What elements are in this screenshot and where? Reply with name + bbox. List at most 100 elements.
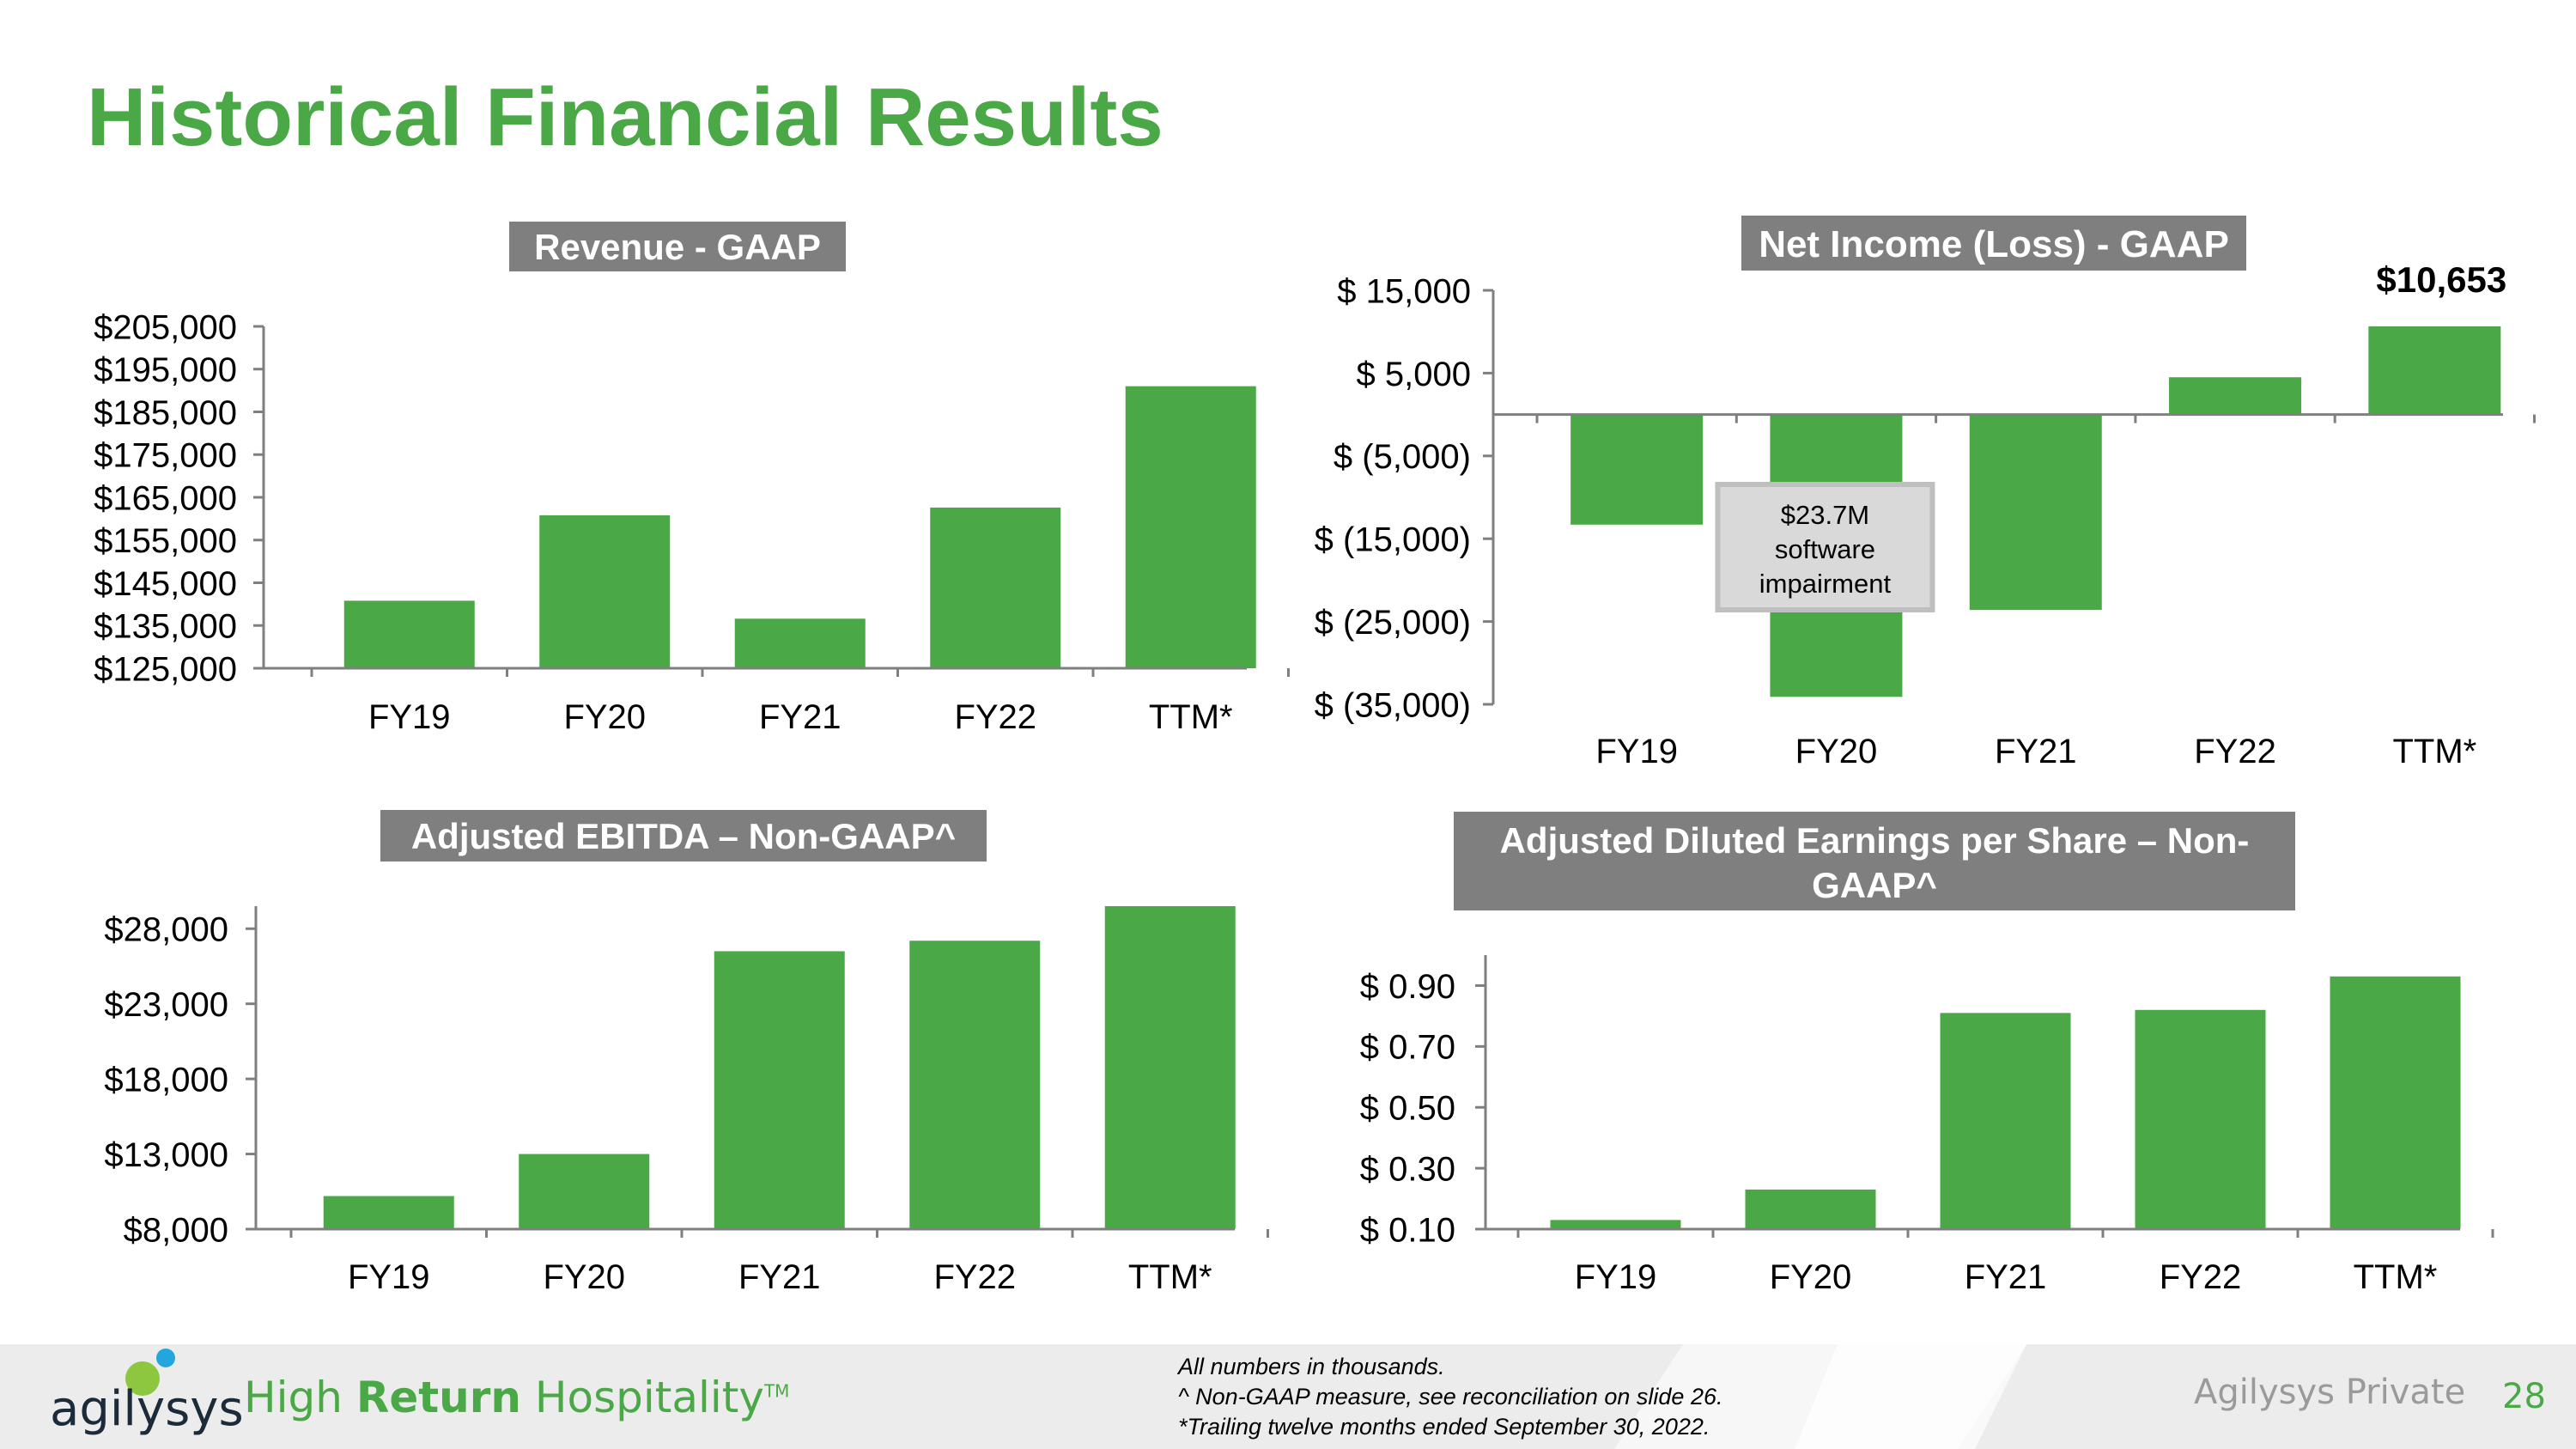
x-tick-label: FY21 xyxy=(759,698,841,736)
x-tick-label: FY21 xyxy=(1995,733,2077,770)
y-tick-label: $8,000 xyxy=(124,1211,228,1249)
bar-fy19 xyxy=(1550,1220,1681,1229)
bar-fy21 xyxy=(1940,1013,2071,1229)
bar-fy22 xyxy=(2169,377,2302,415)
y-tick-label: $125,000 xyxy=(94,650,237,688)
x-tick-label: FY20 xyxy=(563,698,646,736)
bar-ttm xyxy=(2330,976,2461,1229)
page-title: Historical Financial Results xyxy=(87,71,1163,163)
chart-2: Net Income (Loss) - GAAP $ 15,000 $ 5,000 $… xyxy=(1315,216,2536,770)
bar-fy22 xyxy=(930,507,1061,668)
x-tick-label: TTM* xyxy=(2392,733,2476,770)
annotation-text: $23.7M xyxy=(1781,500,1869,530)
y-tick-label: $205,000 xyxy=(94,308,237,346)
chart-1: Revenue - GAAP $205,000 $195,000 $185,000 $1… xyxy=(94,222,1290,736)
y-tick-label: $165,000 xyxy=(94,479,237,517)
bar-ttm xyxy=(2368,326,2501,415)
bar-fy19 xyxy=(343,600,475,668)
confidentiality-label: Agilysys Private xyxy=(2194,1373,2466,1412)
x-tick-label: FY20 xyxy=(543,1258,625,1296)
x-tick-label: FY19 xyxy=(368,698,451,736)
annotation-text: software xyxy=(1775,534,1875,564)
tagline-bold: Return xyxy=(355,1373,521,1422)
logo-blue-dot-icon xyxy=(156,1349,175,1367)
y-tick-label: $175,000 xyxy=(94,437,237,475)
y-tick-label: $195,000 xyxy=(94,351,237,389)
bar-ttm xyxy=(1125,386,1256,668)
tagline: High Return HospitalityTM xyxy=(244,1373,789,1422)
y-tick-label: $ (5,000) xyxy=(1334,438,1471,476)
chart-title: Net Income (Loss) - GAAP xyxy=(1759,223,2229,265)
x-tick-label: FY19 xyxy=(348,1258,430,1296)
page-number: 28 xyxy=(2502,1377,2546,1416)
y-tick-label: $ (25,000) xyxy=(1315,604,1471,642)
y-tick-label: $18,000 xyxy=(104,1062,228,1099)
chart-title-box xyxy=(509,222,846,271)
y-tick-label: $ (15,000) xyxy=(1315,521,1471,559)
y-tick-label: $185,000 xyxy=(94,394,237,432)
bar-fy20 xyxy=(539,514,671,668)
footnote-ttm: *Trailing twelve months ended September … xyxy=(1178,1414,1710,1440)
charts-canvas: Revenue - GAAP $205,000 $195,000 $185,000 $1… xyxy=(94,216,2536,1296)
bar-fy19 xyxy=(1571,414,1704,525)
bar-fy22 xyxy=(2135,1009,2266,1229)
footnote-thousands: All numbers in thousands. xyxy=(1178,1354,1445,1379)
x-tick-label: FY22 xyxy=(2160,1258,2242,1296)
chart-title: Adjusted EBITDA – Non-GAAP^ xyxy=(411,816,956,856)
annotation-text: impairment xyxy=(1759,569,1892,599)
x-tick-label: FY21 xyxy=(738,1258,821,1296)
tagline-trademark: TM xyxy=(763,1380,790,1402)
x-tick-label: FY20 xyxy=(1770,1258,1852,1296)
x-tick-label: FY19 xyxy=(1575,1258,1657,1296)
bar-fy19 xyxy=(323,1196,454,1229)
tagline-post: Hospitality xyxy=(520,1373,764,1422)
x-tick-label: FY20 xyxy=(1795,733,1878,770)
y-tick-label: $13,000 xyxy=(104,1136,228,1174)
x-tick-label: FY21 xyxy=(1965,1258,2047,1296)
footnote-non-gaap: ^ Non-GAAP measure, see reconciliation o… xyxy=(1178,1384,1723,1409)
y-tick-label: $ (35,000) xyxy=(1315,686,1471,724)
y-tick-label: $28,000 xyxy=(104,911,228,949)
chart-4: Adjusted Diluted Earnings per Share – No… xyxy=(1360,812,2494,1296)
chart-title: Adjusted Diluted Earnings per Share – No… xyxy=(1500,820,2250,861)
x-tick-label: TTM* xyxy=(2354,1258,2438,1296)
y-tick-label: $ 0.10 xyxy=(1360,1211,1455,1249)
x-tick-label: TTM* xyxy=(1128,1258,1212,1296)
chart-title: GAAP^ xyxy=(1812,865,1937,905)
y-tick-label: $145,000 xyxy=(94,565,237,603)
chart-title-box xyxy=(380,810,987,861)
x-tick-label: FY22 xyxy=(954,698,1036,736)
footer-bar xyxy=(0,1344,2576,1449)
y-tick-label: $ 0.90 xyxy=(1360,968,1455,1006)
bar-fy21 xyxy=(714,951,845,1229)
bar-fy21 xyxy=(734,618,866,668)
chart-title-box xyxy=(1741,216,2246,271)
y-tick-label: $ 0.50 xyxy=(1360,1090,1455,1128)
y-tick-label: $ 15,000 xyxy=(1337,272,1471,310)
bar-fy21 xyxy=(1969,414,2102,611)
bar-fy20 xyxy=(519,1154,650,1229)
x-tick-label: FY19 xyxy=(1595,733,1678,770)
annotation-box xyxy=(1715,482,1935,612)
y-tick-label: $23,000 xyxy=(104,986,228,1024)
chart-3: Adjusted EBITDA – Non-GAAP^ $28,000 $23,00… xyxy=(104,810,1269,1296)
company-logo: agilysys xyxy=(50,1381,244,1437)
y-tick-label: $135,000 xyxy=(94,608,237,646)
footer-sweep-shape xyxy=(1614,1344,2026,1449)
x-tick-label: TTM* xyxy=(1149,698,1233,736)
y-tick-label: $155,000 xyxy=(94,522,237,560)
bar-fy20 xyxy=(1745,1189,1876,1229)
data-label: $10,653 xyxy=(2376,259,2506,300)
tagline-pre: High xyxy=(244,1373,356,1422)
logo-green-dot-icon xyxy=(125,1361,160,1396)
y-tick-label: $ 0.70 xyxy=(1360,1029,1455,1067)
bar-ttm xyxy=(1104,906,1236,1229)
bar-fy22 xyxy=(909,941,1041,1229)
y-tick-label: $ 5,000 xyxy=(1357,356,1471,393)
footnotes: All numbers in thousands. ^ Non-GAAP mea… xyxy=(1178,1352,1723,1442)
chart-title: Revenue - GAAP xyxy=(534,227,821,267)
x-tick-label: FY22 xyxy=(2194,733,2276,770)
y-tick-label: $ 0.30 xyxy=(1360,1151,1455,1189)
x-tick-label: FY22 xyxy=(933,1258,1016,1296)
chart-title-box xyxy=(1454,812,2295,910)
